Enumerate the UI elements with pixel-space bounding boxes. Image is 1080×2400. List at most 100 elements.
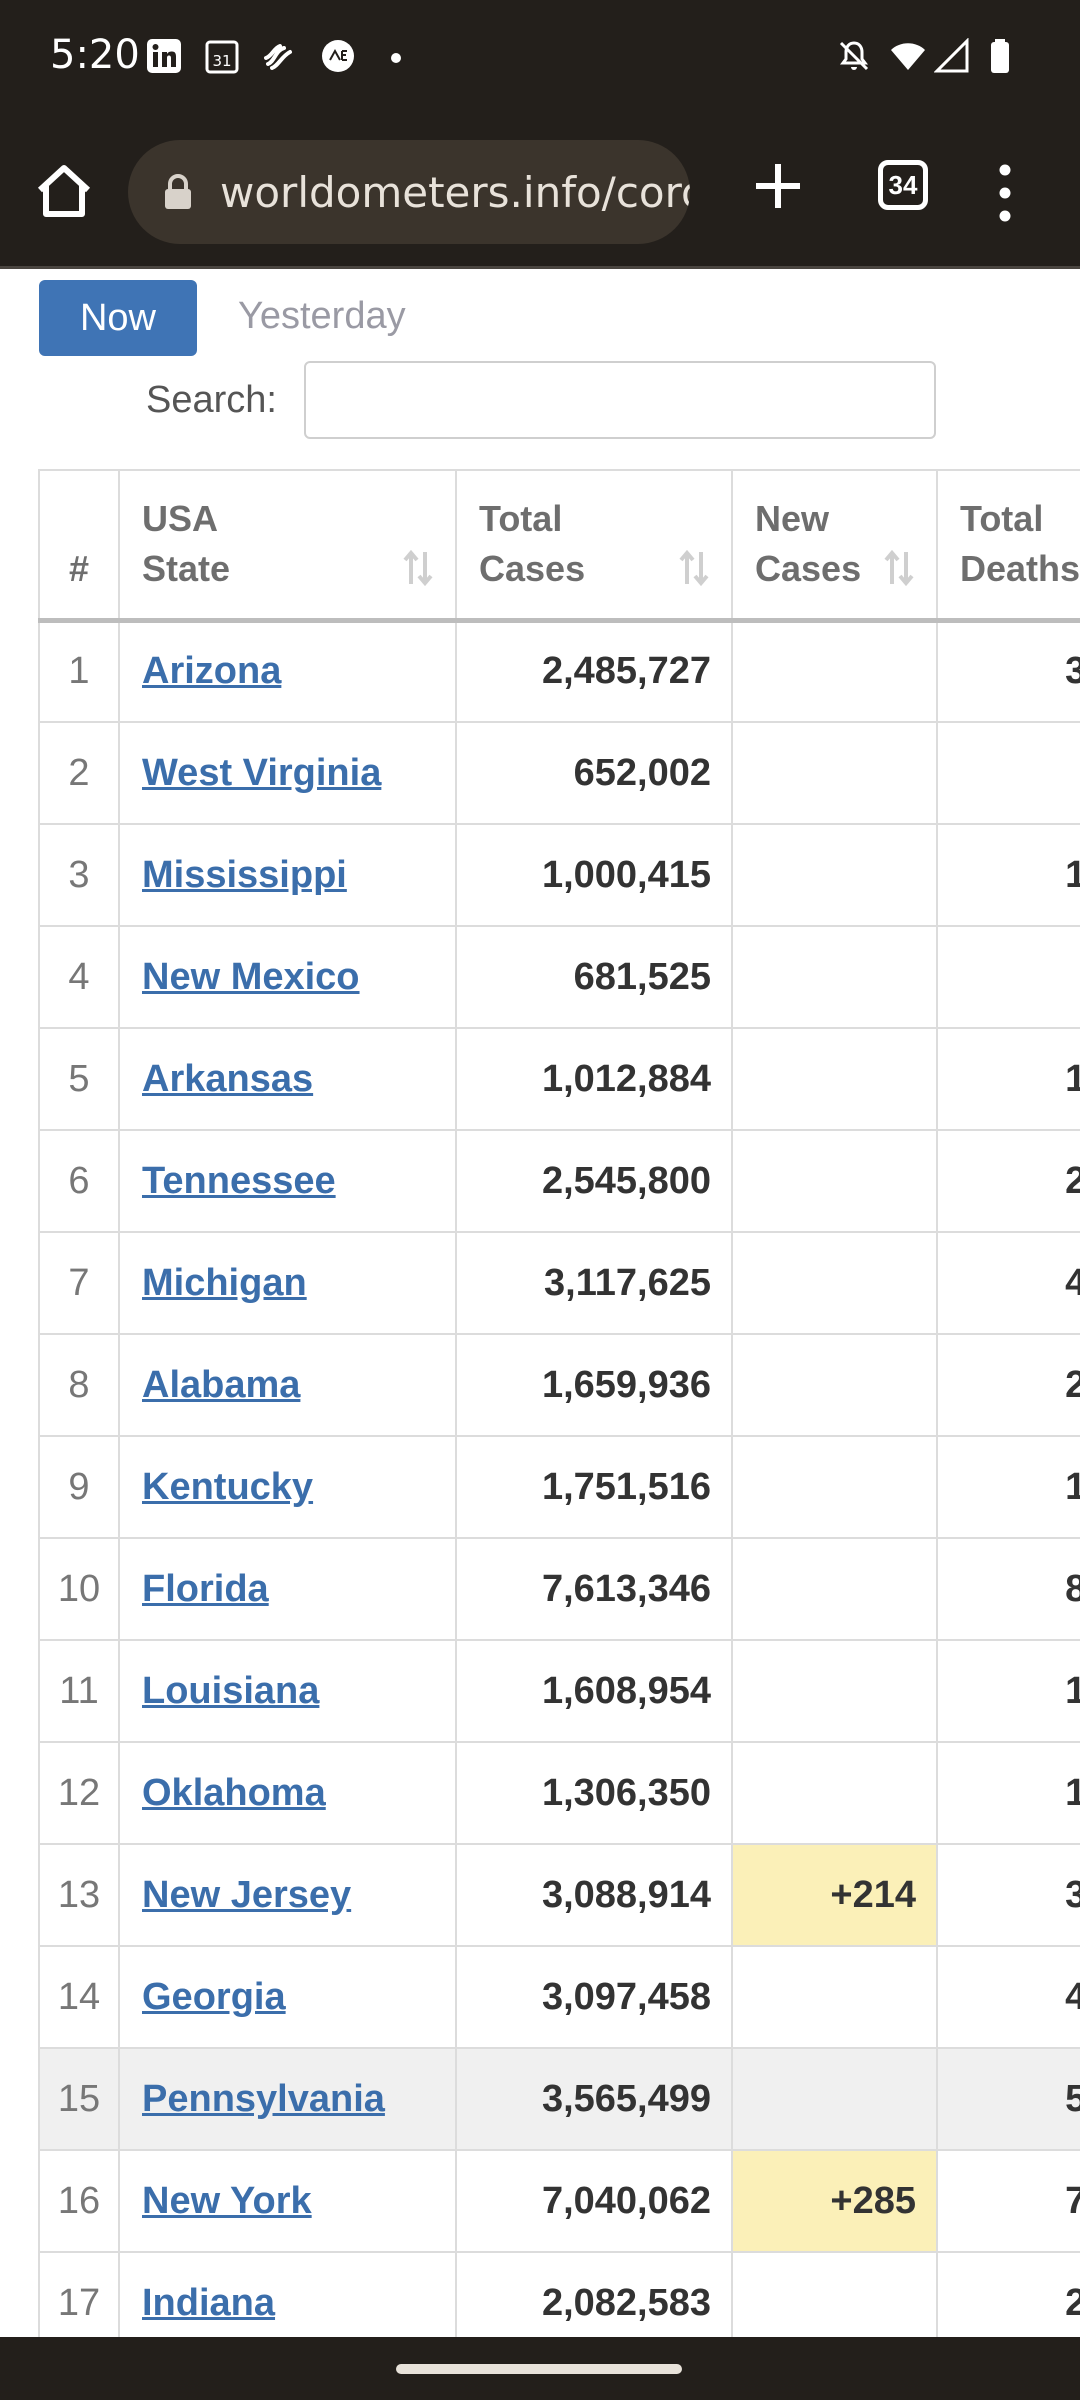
total-deaths-cell: 36, [936, 1843, 1080, 1947]
state-link[interactable]: Michigan [142, 1261, 307, 1304]
table-row: 4 New Mexico 681,525 9, [38, 925, 1080, 1029]
state-link[interactable]: New Mexico [142, 955, 360, 998]
rank-cell: 15 [38, 2047, 120, 2151]
state-cell: Kentucky [118, 1435, 457, 1539]
battery-icon [991, 39, 1009, 73]
table-row: 17 Indiana 2,082,583 26, [38, 2251, 1080, 2337]
new-cases-cell [731, 1129, 938, 1233]
page-content: Now Yesterday Search: # USA State [0, 269, 1080, 2337]
tab-switcher-button[interactable]: 34 [878, 160, 928, 210]
lock-icon [165, 174, 191, 209]
state-link[interactable]: Arizona [142, 650, 282, 693]
new-cases-cell: +214 [731, 1843, 938, 1947]
total-cases-cell: 1,012,884 [455, 1027, 733, 1131]
state-link[interactable]: Pennsylvania [142, 2077, 385, 2120]
status-bar: 5:20 31 [0, 0, 1080, 118]
total-deaths-cell: 21, [936, 1333, 1080, 1437]
state-link[interactable]: Louisiana [142, 1669, 320, 1712]
address-bar[interactable]: worldometers.info/coronavirus/country/us [128, 140, 690, 244]
total-cases-cell: 1,659,936 [455, 1333, 733, 1437]
yesterday-tab-button[interactable]: Yesterday [238, 295, 406, 337]
header-new-cases[interactable]: New Cases [731, 469, 938, 623]
more-options-icon[interactable] [990, 158, 1020, 228]
new-cases-cell: +285 [731, 2149, 938, 2253]
table-row: 9 Kentucky 1,751,516 18, [38, 1435, 1080, 1539]
new-cases-cell [731, 1945, 938, 2049]
wifi-icon [891, 43, 925, 70]
state-link[interactable]: New Jersey [142, 1873, 352, 1916]
linkedin-icon [147, 39, 181, 73]
bell-off-icon [839, 41, 869, 71]
browser-toolbar: worldometers.info/coronavirus/country/us… [0, 118, 1080, 269]
total-deaths-cell: 88, [936, 1537, 1080, 1641]
now-tab-button[interactable]: Now [39, 280, 197, 356]
state-link[interactable]: Alabama [142, 1363, 301, 1406]
total-deaths-cell: 77, [936, 2149, 1080, 2253]
header-state[interactable]: USA State [118, 469, 457, 623]
table-row: 8 Alabama 1,659,936 21, [38, 1333, 1080, 1437]
total-cases-cell: 3,097,458 [455, 1945, 733, 2049]
new-cases-cell [731, 1231, 938, 1335]
new-tab-icon[interactable] [748, 156, 808, 216]
header-rank[interactable]: # [38, 469, 120, 623]
state-cell: Alabama [118, 1333, 457, 1437]
total-deaths-cell: 26, [936, 2251, 1080, 2337]
header-total-deaths[interactable]: Total Deaths [936, 469, 1080, 623]
rank-cell: 1 [38, 619, 120, 723]
new-cases-cell [731, 721, 938, 825]
home-icon[interactable] [30, 158, 98, 226]
rank-cell: 13 [38, 1843, 120, 1947]
total-cases-cell: 1,000,415 [455, 823, 733, 927]
state-link[interactable]: Florida [142, 1567, 269, 1610]
state-cell: Pennsylvania [118, 2047, 457, 2151]
search-input[interactable] [304, 361, 936, 439]
table-row: 11 Louisiana 1,608,954 19, [38, 1639, 1080, 1743]
total-cases-cell: 1,306,350 [455, 1741, 733, 1845]
gesture-handle[interactable] [396, 2364, 682, 2374]
rank-cell: 11 [38, 1639, 120, 1743]
rank-cell: 4 [38, 925, 120, 1029]
system-nav-bar [0, 2337, 1080, 2400]
rank-cell: 6 [38, 1129, 120, 1233]
state-cell: Louisiana [118, 1639, 457, 1743]
rank-cell: 10 [38, 1537, 120, 1641]
state-cell: Georgia [118, 1945, 457, 2049]
state-link[interactable]: Mississippi [142, 853, 347, 896]
total-cases-cell: 2,545,800 [455, 1129, 733, 1233]
total-deaths-cell: 43, [936, 1231, 1080, 1335]
rank-cell: 17 [38, 2251, 120, 2337]
total-cases-cell: 3,565,499 [455, 2047, 733, 2151]
total-cases-cell: 3,117,625 [455, 1231, 733, 1335]
rank-cell: 3 [38, 823, 120, 927]
total-deaths-cell: 13, [936, 1027, 1080, 1131]
state-link[interactable]: Georgia [142, 1975, 286, 2018]
new-cases-cell [731, 2047, 938, 2151]
table-row: 5 Arkansas 1,012,884 13, [38, 1027, 1080, 1131]
state-link[interactable]: Tennessee [142, 1159, 336, 1202]
rank-cell: 16 [38, 2149, 120, 2253]
state-link[interactable]: Arkansas [142, 1057, 314, 1100]
total-deaths-cell: 19, [936, 1639, 1080, 1743]
header-total-cases[interactable]: Total Cases [455, 469, 733, 623]
table-row: 10 Florida 7,613,346 88, [38, 1537, 1080, 1641]
state-link[interactable]: Kentucky [142, 1465, 314, 1508]
total-deaths-cell: 33, [936, 619, 1080, 723]
state-link[interactable]: West Virginia [142, 751, 382, 794]
table-header-row: # USA State Total Cases New Case [38, 469, 1080, 623]
state-cell: New Mexico [118, 925, 457, 1029]
state-cell: New York [118, 2149, 457, 2253]
state-link[interactable]: Oklahoma [142, 1771, 326, 1814]
table-row: 12 Oklahoma 1,306,350 16, [38, 1741, 1080, 1845]
states-table: # USA State Total Cases New Case [38, 469, 1080, 2337]
state-link[interactable]: New York [142, 2179, 312, 2222]
total-deaths-cell: 29, [936, 1129, 1080, 1233]
rank-cell: 2 [38, 721, 120, 825]
state-cell: Mississippi [118, 823, 457, 927]
new-cases-cell [731, 1333, 938, 1437]
state-link[interactable]: Indiana [142, 2281, 276, 2324]
search-label: Search: [146, 379, 277, 421]
state-cell: Arkansas [118, 1027, 457, 1131]
total-cases-cell: 1,751,516 [455, 1435, 733, 1539]
rank-cell: 9 [38, 1435, 120, 1539]
total-cases-cell: 2,485,727 [455, 619, 733, 723]
